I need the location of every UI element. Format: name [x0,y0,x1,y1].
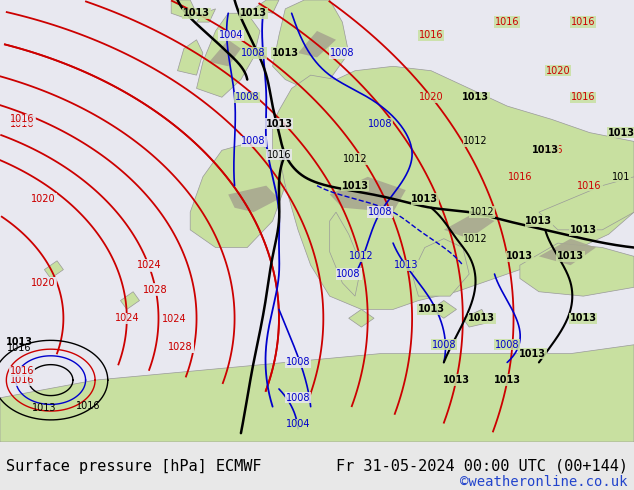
Polygon shape [520,243,634,296]
Text: 1016: 1016 [10,114,34,124]
Text: 1016: 1016 [495,17,519,27]
Text: 1008: 1008 [432,340,456,350]
Text: 1012: 1012 [463,136,488,147]
Polygon shape [44,261,63,278]
Text: 1028: 1028 [169,342,193,352]
Text: 1016: 1016 [571,92,595,102]
Text: 1016: 1016 [10,375,34,385]
Text: 1008: 1008 [286,393,310,403]
Text: 1020: 1020 [31,278,55,288]
Text: 1024: 1024 [162,314,186,324]
Text: 1028: 1028 [143,285,167,294]
Text: 1012: 1012 [343,154,367,164]
Text: 1008: 1008 [330,48,354,58]
Text: 1013: 1013 [494,375,521,385]
Text: 1008: 1008 [337,269,361,279]
Text: 1013: 1013 [32,403,56,413]
Text: 1013: 1013 [526,216,552,226]
Text: 1016: 1016 [7,343,31,353]
Polygon shape [273,0,349,88]
Text: 1012: 1012 [349,251,373,261]
Text: 1020: 1020 [31,194,55,204]
Text: 1004: 1004 [286,419,310,429]
Text: 1013: 1013 [519,348,546,359]
Polygon shape [171,0,197,18]
Text: 1013: 1013 [266,119,292,129]
Text: 1016: 1016 [419,30,443,40]
Text: 1013: 1013 [183,8,210,18]
Text: 1016: 1016 [508,172,532,182]
Text: 1008: 1008 [242,48,266,58]
Text: 1008: 1008 [495,340,519,350]
Text: 1013: 1013 [469,313,495,323]
Text: 1024: 1024 [137,260,161,270]
Text: Fr 31-05-2024 00:00 UTC (00+144): Fr 31-05-2024 00:00 UTC (00+144) [335,459,628,474]
Polygon shape [431,300,456,318]
Text: 1013: 1013 [272,48,299,58]
Text: 1013: 1013 [532,145,559,155]
Text: ©weatheronline.co.uk: ©weatheronline.co.uk [460,475,628,489]
Text: 1013: 1013 [6,337,32,347]
Text: 1028: 1028 [143,285,167,294]
Text: 1013: 1013 [507,251,533,261]
Text: 101: 101 [612,172,630,182]
Text: 1013: 1013 [394,260,418,270]
Polygon shape [539,177,634,230]
Text: 1008: 1008 [286,357,310,368]
Text: 1024: 1024 [115,313,139,323]
Text: 1008: 1008 [368,207,392,217]
Text: 1020: 1020 [31,278,55,288]
Text: 1016: 1016 [571,17,595,27]
Polygon shape [330,212,361,296]
Polygon shape [273,66,634,309]
Polygon shape [190,142,285,247]
Polygon shape [209,40,241,66]
Text: 1013: 1013 [570,313,597,323]
Text: 1013: 1013 [443,375,470,385]
Polygon shape [298,31,336,57]
Text: 1008: 1008 [235,92,259,102]
Text: 1016: 1016 [267,150,291,160]
Text: 1013: 1013 [570,225,597,235]
Text: 1028: 1028 [169,342,193,352]
Text: 1013: 1013 [608,127,634,138]
Text: 1008: 1008 [242,136,266,147]
Polygon shape [463,309,488,327]
Text: 1020: 1020 [31,194,55,204]
Text: 1012: 1012 [463,234,488,244]
Polygon shape [197,9,216,22]
Text: 1013: 1013 [411,194,438,204]
Text: 1016: 1016 [10,119,34,129]
Polygon shape [0,345,634,442]
Text: 1008: 1008 [368,119,392,129]
Text: 1013: 1013 [462,92,489,102]
Text: 1013: 1013 [240,8,267,18]
Polygon shape [444,212,495,239]
Polygon shape [330,177,406,212]
Polygon shape [120,292,139,309]
Text: 1013: 1013 [342,181,368,191]
Polygon shape [197,13,260,97]
Polygon shape [178,40,203,75]
Text: 1016: 1016 [578,181,602,191]
Text: 1012: 1012 [470,207,494,217]
Text: 1020: 1020 [419,92,443,102]
Polygon shape [228,186,279,212]
Polygon shape [349,309,374,327]
Text: 1013: 1013 [557,251,584,261]
Text: 1016: 1016 [540,145,564,155]
Text: 1004: 1004 [219,30,243,40]
Polygon shape [311,93,336,120]
Text: 1024: 1024 [137,260,161,270]
Text: 1013: 1013 [418,304,444,315]
Text: Surface pressure [hPa] ECMWF: Surface pressure [hPa] ECMWF [6,459,262,474]
Polygon shape [539,239,596,265]
Text: 1016: 1016 [76,401,101,411]
Text: 1016: 1016 [10,367,34,376]
Text: 1020: 1020 [546,66,570,76]
Polygon shape [412,239,469,296]
Polygon shape [254,0,279,13]
